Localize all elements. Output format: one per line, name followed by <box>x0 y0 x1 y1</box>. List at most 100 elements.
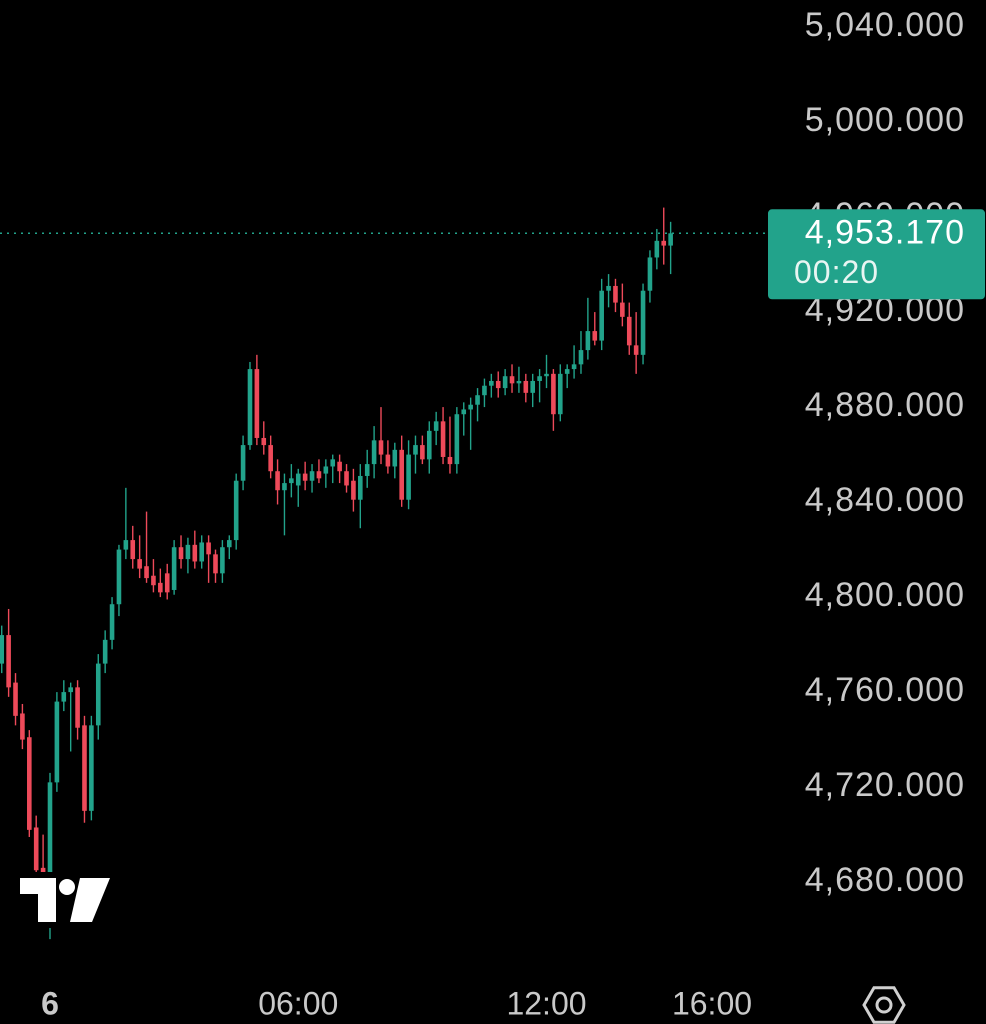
candle-body <box>185 544 191 560</box>
candle-body <box>364 464 370 476</box>
candle-body <box>654 240 660 258</box>
candle-body <box>406 454 411 500</box>
candle-body <box>592 331 598 341</box>
y-tick-label: 4,800.000 <box>805 576 965 614</box>
candle-body <box>668 233 673 246</box>
candle-body <box>102 639 108 664</box>
candle-body <box>20 713 25 740</box>
x-tick-label: 06:00 <box>258 985 338 1021</box>
candle-body <box>13 682 18 716</box>
candle-body <box>89 725 94 811</box>
candle-body <box>330 459 336 467</box>
x-tick-label: 12:00 <box>506 985 586 1021</box>
candle-body <box>433 421 439 431</box>
price-label: 4,953.170 <box>805 213 965 251</box>
y-tick-label: 4,880.000 <box>805 386 965 424</box>
settings-icon[interactable] <box>862 986 906 1024</box>
candle-body <box>199 542 205 562</box>
candle-body <box>475 395 480 405</box>
candle-body <box>420 445 425 460</box>
candle-body <box>447 456 453 465</box>
candle-body <box>578 350 584 365</box>
candle-body <box>295 473 301 486</box>
candle-body <box>0 635 5 664</box>
candle-body <box>151 575 156 586</box>
candle-body <box>226 540 232 548</box>
candle-body <box>468 404 473 410</box>
price-label-box <box>768 209 985 300</box>
candle-body <box>261 437 267 446</box>
candle-body <box>282 483 287 491</box>
candle-body <box>413 445 418 455</box>
candle-body <box>164 573 170 593</box>
candle-body <box>440 421 446 457</box>
candle-body <box>323 466 329 474</box>
candle-body <box>33 827 39 871</box>
candle-body <box>461 409 467 415</box>
candle-body <box>123 540 129 550</box>
candle-body <box>571 364 577 370</box>
y-tick-label: 5,040.000 <box>805 6 965 44</box>
candle-body <box>144 566 149 579</box>
candle-body <box>68 687 73 693</box>
candle-body <box>530 380 536 393</box>
candle-body <box>537 376 542 381</box>
candle-body <box>647 257 653 291</box>
candle-body <box>275 471 280 491</box>
candle-body <box>392 449 398 467</box>
candle-body <box>516 380 522 384</box>
candle-body <box>220 547 225 574</box>
y-tick-label: 4,720.000 <box>805 766 965 804</box>
candle-body <box>489 380 494 386</box>
candle-body <box>233 480 239 541</box>
candle-body <box>116 549 122 605</box>
candle-body <box>495 380 501 389</box>
x-tick-label: 6 <box>41 985 59 1021</box>
x-tick-label: 16:00 <box>672 985 752 1021</box>
candle-body <box>254 369 260 438</box>
candle-body <box>158 582 163 593</box>
candle-body <box>661 240 667 246</box>
candle-body <box>640 290 646 355</box>
candle-body <box>606 285 611 291</box>
candle-body <box>206 542 211 555</box>
y-tick-label: 4,680.000 <box>805 861 965 899</box>
candle-body <box>351 480 356 500</box>
axes: 4,680.000 4,720.000 4,760.000 4,800.000 4,84… <box>41 6 985 1021</box>
candle-body <box>358 475 363 500</box>
candle-body <box>523 380 529 393</box>
candle-body <box>95 663 101 726</box>
candle-body <box>268 445 273 472</box>
candle-body <box>61 692 67 702</box>
candle-body <box>385 454 391 467</box>
countdown-label: 00:20 <box>794 254 879 290</box>
candle-body <box>502 376 508 389</box>
candle-body <box>551 373 556 415</box>
candle-body <box>54 701 60 783</box>
candle-body <box>192 544 198 562</box>
logo <box>14 872 118 928</box>
y-tick-label: 5,000.000 <box>805 101 965 139</box>
candle-body <box>544 373 549 377</box>
candle-body <box>47 782 53 883</box>
candle-body <box>585 331 591 351</box>
y-tick-label: 4,840.000 <box>805 481 965 519</box>
candle-body <box>633 345 639 355</box>
candle-body <box>613 285 618 303</box>
candle-body <box>109 604 115 640</box>
candle-body <box>399 449 404 500</box>
candle-body <box>337 461 342 472</box>
y-tick-label: 4,760.000 <box>805 671 965 709</box>
candle-body <box>137 559 142 569</box>
candle-body <box>247 369 253 446</box>
candle-body <box>509 376 515 384</box>
candle-body <box>426 430 432 460</box>
candle-body <box>82 725 87 811</box>
candle-body <box>309 471 315 481</box>
candle-body <box>371 440 377 465</box>
candle-body <box>626 316 632 346</box>
candle-body <box>564 369 570 374</box>
